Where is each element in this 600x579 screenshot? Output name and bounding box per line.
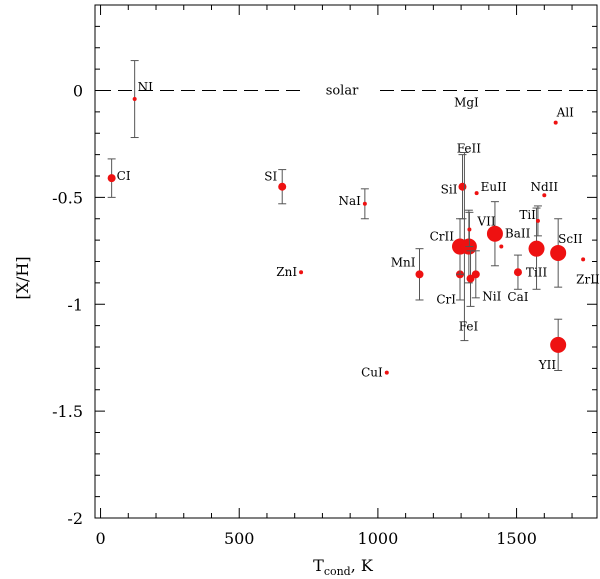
point-scii: [550, 244, 567, 261]
plot-frame: [94, 4, 598, 519]
label-si: SI: [264, 170, 277, 184]
point-sii: [458, 182, 467, 191]
point-cui: [384, 370, 389, 375]
y-tick-label-4: 0: [73, 82, 83, 101]
point-vii: [467, 227, 472, 232]
label-mni: MnI: [391, 255, 416, 269]
point-zni: [299, 270, 304, 275]
point-tii: [535, 218, 540, 223]
element-labels: CI NI SI ZnI NaI CuI MnI CrI CrII SiI MgI FeII VII Fe…: [117, 80, 600, 380]
solar-reference: solar: [97, 84, 595, 99]
point-baii: [486, 225, 503, 242]
y-axis-title: [X/H]: [13, 256, 32, 299]
solar-label: solar: [326, 84, 359, 99]
label-cai: CaI: [507, 290, 528, 304]
point-laii: [499, 244, 504, 249]
point-yii: [550, 336, 567, 353]
label-cri: CrI: [436, 292, 456, 306]
label-ni: NI: [138, 80, 154, 94]
label-tiii: TiII: [526, 266, 548, 280]
label-crii: CrII: [430, 230, 455, 244]
label-mgi: MgI: [454, 96, 479, 110]
label-yii: YII: [538, 358, 557, 372]
y-tick-label-3: -0.5: [52, 188, 83, 207]
x-axis-title-main: T: [313, 556, 324, 575]
point-ndii: [542, 193, 547, 198]
point-ali: [553, 120, 558, 125]
label-feii: FeII: [457, 142, 482, 156]
point-si: [278, 182, 287, 191]
point-ni: [132, 97, 137, 102]
point-zrii: [581, 257, 586, 262]
point-nai: [362, 201, 367, 206]
label-sii: SiI: [441, 183, 458, 197]
label-vii: VII: [476, 214, 495, 228]
point-ci: [107, 174, 116, 183]
label-nai: NaI: [338, 194, 361, 208]
x-tick-label-0: 0: [95, 529, 105, 548]
data-marks: [107, 60, 586, 375]
label-baii: BaII: [505, 227, 531, 241]
label-ndii: NdII: [530, 180, 558, 194]
point-mni: [415, 270, 424, 279]
x-axis-title: Tcond, K: [313, 556, 374, 578]
x-tick-label-1500: 1500: [496, 529, 537, 548]
x-tick-label-1000: 1000: [358, 529, 399, 548]
label-zrii: ZrII: [576, 272, 600, 286]
point-nii: [471, 270, 480, 279]
point-euii: [474, 191, 479, 196]
y-tick-label-2: -1: [67, 295, 83, 314]
label-euii: EuII: [481, 180, 507, 194]
label-fei: FeI: [459, 320, 479, 334]
label-ci: CI: [117, 169, 131, 183]
label-tii: TiI: [519, 208, 536, 222]
label-cui: CuI: [361, 366, 383, 380]
x-axis-title-subscript: cond: [324, 565, 351, 578]
point-cai: [513, 268, 522, 277]
label-zni: ZnI: [276, 265, 297, 279]
label-scii: ScII: [558, 232, 583, 246]
label-ali: AlI: [556, 106, 575, 120]
x-tick-label-500: 500: [224, 529, 255, 548]
point-tiii: [528, 240, 545, 257]
y-tick-label-1: -1.5: [52, 402, 83, 421]
axis-ticks: 0 500 1000 1500 -2 -1.5 -1 -0.5 0: [52, 4, 597, 548]
y-tick-label-0: -2: [67, 509, 83, 528]
label-nii: NiI: [482, 289, 501, 303]
x-axis-title-unit: , K: [351, 556, 374, 575]
